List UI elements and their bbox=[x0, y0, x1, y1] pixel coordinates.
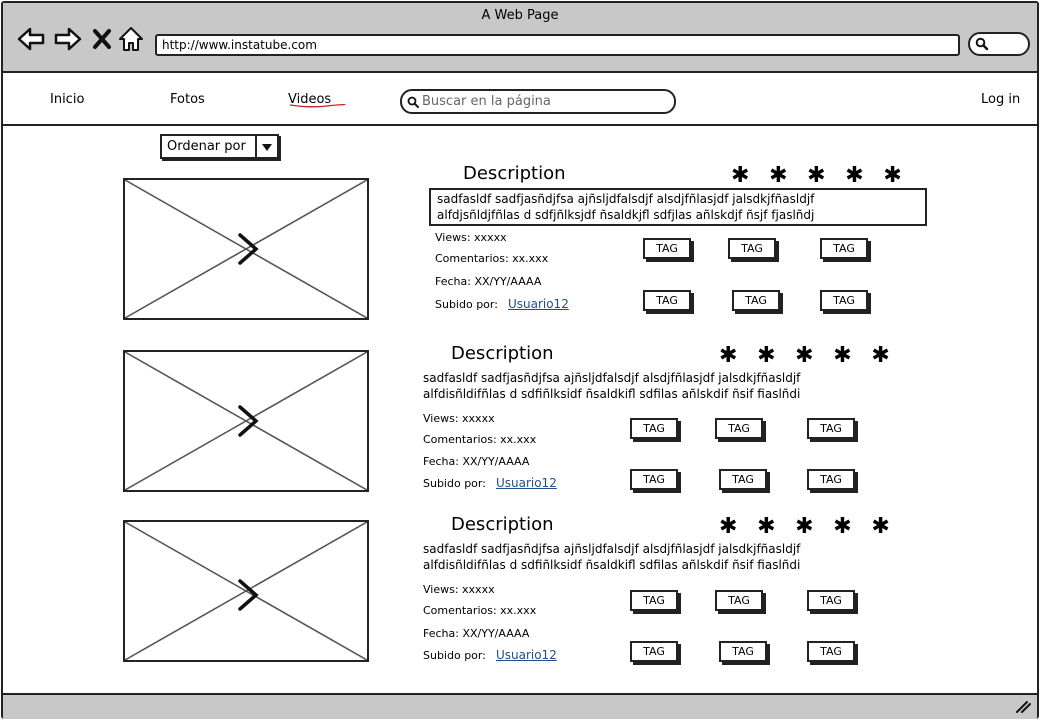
views-count: Views: xxxxx bbox=[423, 412, 495, 425]
description-line: alfdisñldifñlas d sdfiñlksidf ñsaldkifl … bbox=[423, 558, 801, 572]
tag-button[interactable]: TAG bbox=[630, 641, 678, 662]
resize-grip-icon[interactable] bbox=[1015, 699, 1031, 713]
chevron-down-icon bbox=[255, 136, 277, 157]
uploaded-by: Subido por: Usuario12 bbox=[435, 297, 569, 311]
tag-button[interactable]: TAG bbox=[630, 469, 678, 490]
user-link[interactable]: Usuario12 bbox=[495, 648, 557, 662]
video-title: Description bbox=[451, 514, 554, 535]
tag-button[interactable]: TAG bbox=[719, 641, 767, 662]
user-link[interactable]: Usuario12 bbox=[495, 476, 557, 490]
video-thumbnail[interactable] bbox=[123, 350, 369, 492]
login-link[interactable]: Log in bbox=[981, 92, 1021, 107]
search-icon bbox=[407, 96, 419, 108]
video-title: Description bbox=[463, 163, 566, 184]
sort-label: Ordenar por bbox=[167, 139, 246, 154]
browser-toolbar: A Web Page http://www.instatube.com bbox=[3, 3, 1037, 73]
tag-button[interactable]: TAG bbox=[715, 418, 763, 439]
forward-button[interactable] bbox=[52, 25, 84, 53]
video-title: Description bbox=[451, 343, 554, 364]
uploaded-by: Subido por: Usuario12 bbox=[423, 476, 557, 490]
views-count: Views: xxxxx bbox=[423, 583, 495, 596]
tag-button[interactable]: TAG bbox=[630, 418, 678, 439]
description-line: alfdisñldifñlas d sdfiñlksidf ñsaldkifl … bbox=[423, 387, 801, 401]
description-line: sadfasldf sadfjasñdjfsa ajñsljdfalsdjf a… bbox=[423, 542, 801, 556]
close-icon bbox=[93, 29, 111, 49]
tag-button[interactable]: TAG bbox=[807, 590, 855, 611]
uploaded-by-label: Subido por: bbox=[423, 477, 486, 490]
description-line: sadfasldf sadfjasñdjfsa ajñsljdfalsdjf a… bbox=[423, 371, 801, 385]
arrow-right-icon bbox=[54, 27, 82, 51]
play-icon bbox=[238, 405, 259, 437]
tag-button[interactable]: TAG bbox=[807, 641, 855, 662]
rating-stars[interactable]: ✱ ✱ ✱ ✱ ✱ bbox=[731, 163, 908, 188]
sort-dropdown[interactable]: Ordenar por bbox=[160, 134, 279, 159]
nav-inicio[interactable]: Inicio bbox=[50, 92, 85, 107]
tag-button[interactable]: TAG bbox=[807, 469, 855, 490]
tag-button[interactable]: TAG bbox=[820, 290, 868, 311]
tag-button[interactable]: TAG bbox=[643, 238, 691, 259]
arrow-left-icon bbox=[17, 27, 45, 51]
uploaded-by: Subido por: Usuario12 bbox=[423, 648, 557, 662]
search-icon bbox=[975, 37, 989, 51]
rating-stars[interactable]: ✱ ✱ ✱ ✱ ✱ bbox=[719, 514, 896, 539]
video-thumbnail[interactable] bbox=[123, 520, 369, 662]
play-icon bbox=[238, 233, 259, 265]
comments-count: Comentarios: xx.xxx bbox=[423, 604, 537, 617]
uploaded-by-label: Subido por: bbox=[435, 298, 498, 311]
comments-count: Comentarios: xx.xxx bbox=[435, 252, 549, 265]
description-line: sadfasldf sadfjasñdjfsa ajñsljdfalsdjf a… bbox=[437, 192, 815, 206]
nav-videos[interactable]: Videos bbox=[288, 92, 332, 107]
window-title: A Web Page bbox=[481, 8, 559, 23]
comments-count: Comentarios: xx.xxx bbox=[423, 433, 537, 446]
home-button[interactable] bbox=[117, 25, 145, 53]
video-description: sadfasldf sadfjasñdjfsa ajñsljdfalsdjf a… bbox=[423, 370, 923, 402]
tag-button[interactable]: TAG bbox=[630, 590, 678, 611]
video-thumbnail[interactable] bbox=[123, 178, 369, 320]
tag-button[interactable]: TAG bbox=[807, 418, 855, 439]
browser-search-field[interactable] bbox=[968, 32, 1030, 56]
status-bar bbox=[3, 693, 1037, 719]
tag-button[interactable]: TAG bbox=[732, 290, 780, 311]
uploaded-by-label: Subido por: bbox=[423, 649, 486, 662]
active-tab-underline bbox=[289, 104, 346, 108]
back-button[interactable] bbox=[15, 25, 47, 53]
search-placeholder: Buscar en la página bbox=[422, 94, 551, 109]
user-link[interactable]: Usuario12 bbox=[507, 297, 569, 311]
address-bar[interactable]: http://www.instatube.com bbox=[155, 34, 960, 56]
video-description: sadfasldf sadfjasñdjfsa ajñsljdfalsdjf a… bbox=[423, 541, 923, 573]
home-icon bbox=[119, 27, 143, 51]
tag-button[interactable]: TAG bbox=[643, 290, 691, 311]
nav-fotos[interactable]: Fotos bbox=[170, 92, 205, 107]
tag-button[interactable]: TAG bbox=[728, 238, 776, 259]
upload-date: Fecha: XX/YY/AAAA bbox=[423, 627, 530, 640]
tag-button[interactable]: TAG bbox=[719, 469, 767, 490]
upload-date: Fecha: XX/YY/AAAA bbox=[435, 275, 542, 288]
video-description: sadfasldf sadfjasñdjfsa ajñsljdfalsdjf a… bbox=[429, 188, 927, 226]
rating-stars[interactable]: ✱ ✱ ✱ ✱ ✱ bbox=[719, 343, 896, 368]
site-navbar: Inicio Fotos Videos Log in bbox=[3, 73, 1037, 126]
stop-button[interactable] bbox=[91, 25, 113, 53]
views-count: Views: xxxxx bbox=[435, 231, 507, 244]
tag-button[interactable]: TAG bbox=[820, 238, 868, 259]
play-icon bbox=[238, 579, 259, 611]
description-line: alfdjsñldjfñlas d sdfjñlksjdf ñsaldkjfl … bbox=[437, 208, 815, 222]
upload-date: Fecha: XX/YY/AAAA bbox=[423, 455, 530, 468]
tag-button[interactable]: TAG bbox=[715, 590, 763, 611]
page-search-input[interactable]: Buscar en la página bbox=[400, 89, 676, 114]
